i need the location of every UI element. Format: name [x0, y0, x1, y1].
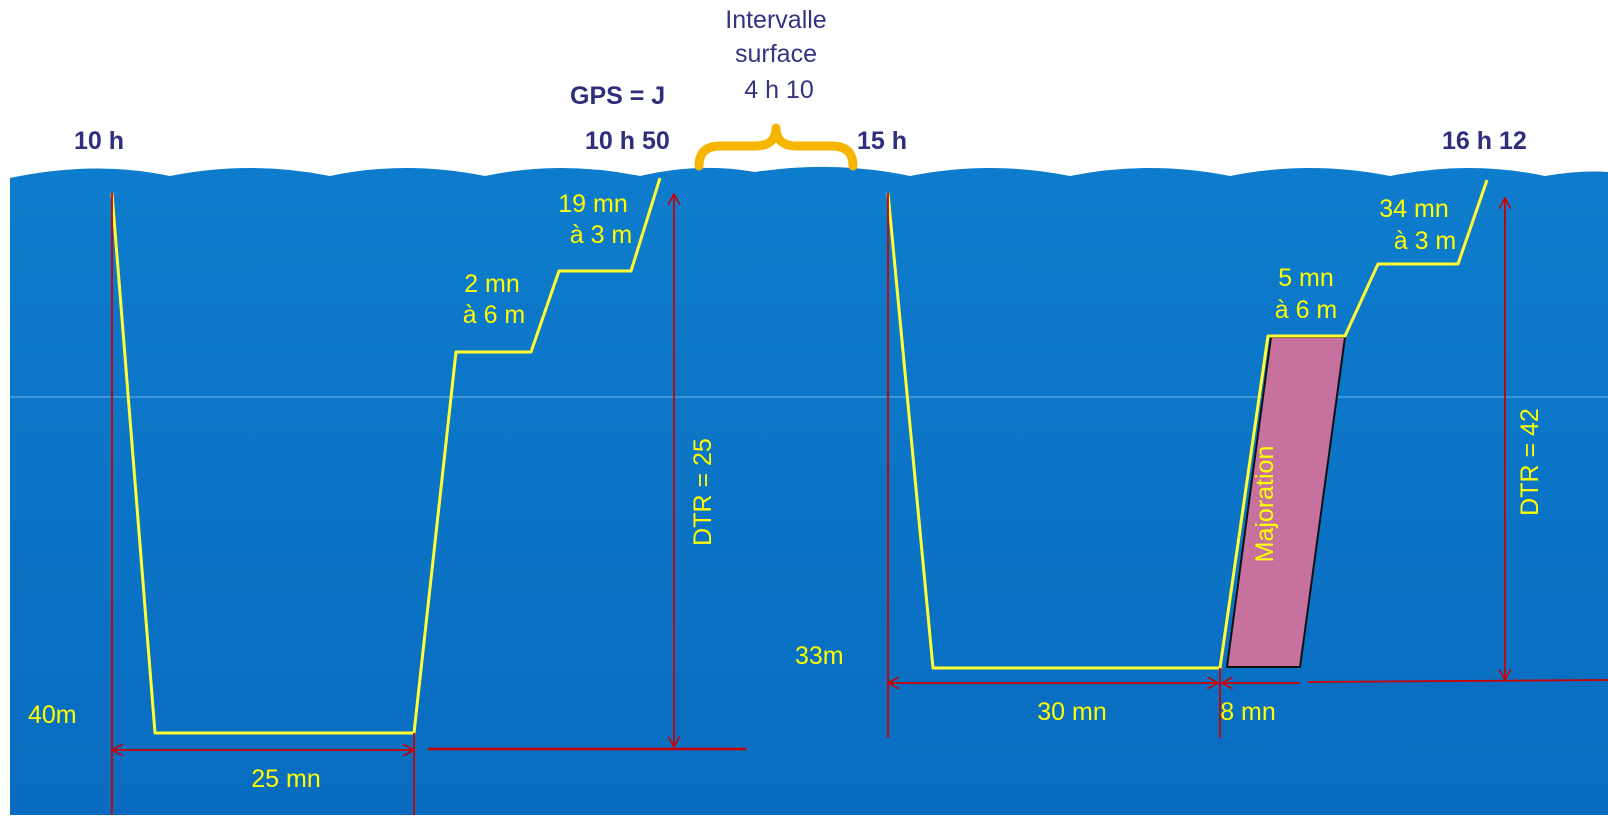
dive2-majoration-time-label: 8 mn [1220, 698, 1276, 726]
dive2-dtr-baseline [1307, 679, 1608, 683]
sea-background [10, 166, 1608, 815]
dive1-bottom-time-label: 25 mn [251, 765, 320, 793]
dive2-end-time: 16 h 12 [1442, 127, 1527, 155]
surface-interval-label-line1: Intervalle [725, 6, 826, 34]
dive2-stop-6m-duration: 5 mn [1278, 264, 1334, 292]
dive2-depth-label: 33m [795, 642, 844, 670]
dive2-bottom-time-label: 30 mn [1037, 698, 1106, 726]
dive1-stop-6m-depth: à 6 m [463, 301, 526, 329]
dive2-stop-3m-duration: 34 mn [1379, 195, 1448, 223]
dive1-stop-3m-depth: à 3 m [570, 221, 633, 249]
dive2-stop-3m-depth: à 3 m [1394, 227, 1457, 255]
surface-interval-duration: 4 h 10 [744, 76, 814, 104]
dive1-stop-6m-duration: 2 mn [464, 270, 520, 298]
dive1-start-time: 10 h [74, 127, 124, 155]
curly-brace-icon [694, 123, 858, 171]
dive2-stop-6m-depth: à 6 m [1275, 296, 1338, 324]
surface-interval-label-line2: surface [735, 40, 817, 68]
dive1-stop-3m-duration: 19 mn [558, 190, 627, 218]
dive2-dtr-label: DTR = 42 [1516, 408, 1544, 516]
dive1-end-time: 10 h 50 [585, 127, 670, 155]
dive1-gps-label: GPS = J [570, 82, 665, 110]
majoration-label: Majoration [1251, 446, 1279, 563]
dive2-profile-line [886, 179, 1489, 670]
dive1-depth-label: 40m [28, 701, 77, 729]
dive1-profile-line [110, 177, 662, 735]
dive1-dtr-label: DTR = 25 [689, 438, 717, 546]
dive2-start-time: 15 h [857, 127, 907, 155]
